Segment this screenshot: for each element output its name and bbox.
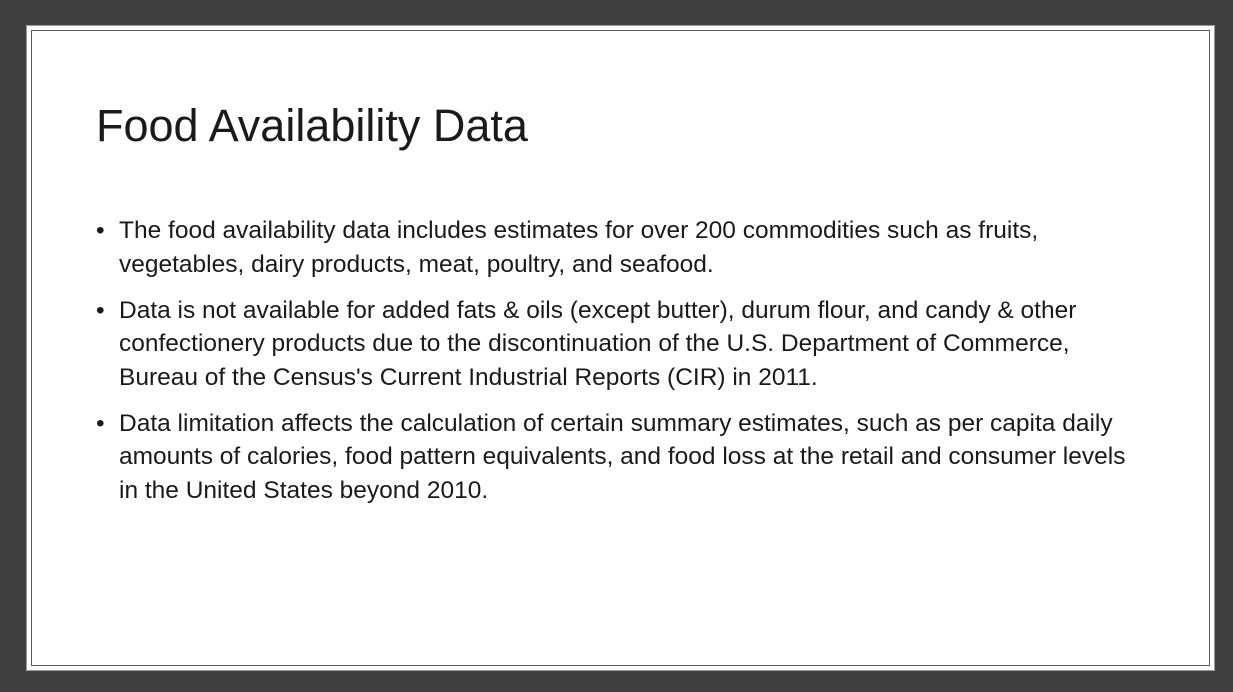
bullet-icon: • bbox=[96, 409, 105, 437]
bullet-text: Data is not available for added fats & o… bbox=[119, 296, 1077, 391]
bullet-text: Data limitation affects the calculation … bbox=[119, 409, 1126, 504]
slide[interactable]: Food Availability Data • The food availa… bbox=[26, 25, 1215, 671]
bullet-text: The food availability data includes esti… bbox=[119, 217, 1039, 278]
bullet-list: • The food availability data includes es… bbox=[96, 214, 1146, 520]
bullet-icon: • bbox=[96, 296, 105, 324]
slide-title[interactable]: Food Availability Data bbox=[96, 100, 528, 151]
slide-frame bbox=[31, 30, 1210, 666]
bullet-item[interactable]: • The food availability data includes es… bbox=[96, 214, 1146, 281]
bullet-item[interactable]: • Data is not available for added fats &… bbox=[96, 294, 1146, 395]
bullet-icon: • bbox=[96, 217, 105, 244]
bullet-item[interactable]: • Data limitation affects the calculatio… bbox=[96, 407, 1146, 508]
